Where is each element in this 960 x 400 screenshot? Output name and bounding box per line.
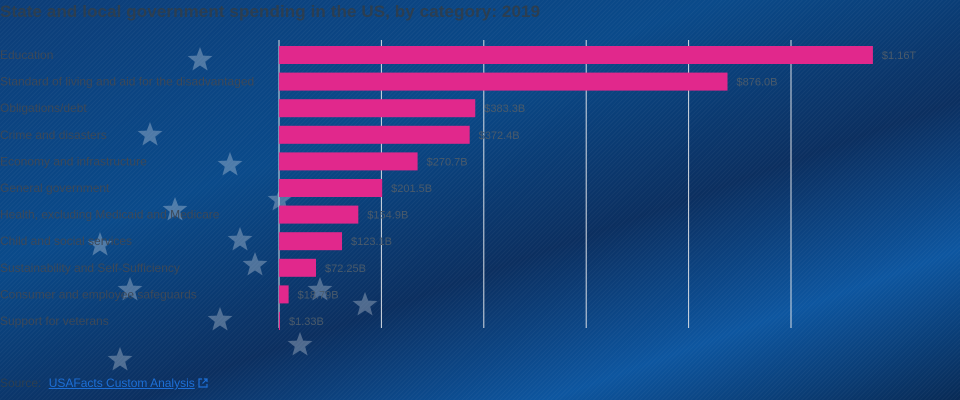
value-label: $72.25B: [325, 263, 366, 275]
source-label: Source:: [0, 376, 42, 390]
star-decoration: [227, 227, 253, 251]
category-label: Support for veterans: [0, 314, 109, 328]
bars: [279, 46, 873, 330]
star-decoration: [307, 277, 333, 301]
star-decoration: [287, 332, 313, 356]
value-label: $383.3B: [484, 103, 525, 115]
category-label: Economy and infrastructure: [0, 154, 147, 168]
source-link-text: USAFacts Custom Analysis: [48, 376, 195, 390]
bar[interactable]: [279, 312, 280, 330]
bar[interactable]: [279, 285, 289, 304]
value-labels: $1.16T $876.0B $383.3B $372.4B $270.7B $201.5…: [289, 50, 916, 328]
bar[interactable]: [279, 125, 470, 144]
value-label: $201.5B: [391, 183, 432, 195]
category-label: Child and social services: [0, 234, 132, 248]
category-label: Education: [0, 48, 53, 62]
value-label: $18.79B: [298, 289, 339, 301]
bar[interactable]: [279, 232, 343, 251]
star-decoration: [242, 252, 268, 276]
category-label: Obligations/debt: [0, 101, 87, 115]
star-decoration: [117, 277, 143, 301]
star-decoration: [137, 122, 163, 146]
category-labels: Education Standard of living and aid for …: [0, 48, 254, 328]
source-link[interactable]: USAFacts Custom Analysis: [49, 376, 208, 390]
chart-title: State and local government spending in t…: [0, 2, 541, 21]
bar[interactable]: [279, 258, 316, 277]
category-label: Crime and disasters: [0, 128, 107, 142]
bar[interactable]: [279, 179, 383, 197]
category-label: General government: [0, 181, 110, 195]
bar-chart: Education Standard of living and aid for …: [0, 40, 916, 330]
star-decoration: [352, 292, 378, 316]
bar[interactable]: [279, 99, 476, 118]
star-decoration: [267, 187, 293, 211]
star-decoration: [87, 232, 113, 256]
value-label: $154.9B: [367, 210, 408, 222]
value-label: $123.1B: [351, 236, 392, 248]
source-line: Source: USAFacts Custom Analysis: [0, 376, 208, 390]
value-label: $270.7B: [427, 156, 468, 168]
star-decoration: [207, 307, 233, 331]
value-label: $372.4B: [479, 130, 520, 142]
category-label: Consumer and employee safeguards: [0, 287, 197, 301]
bar[interactable]: [279, 46, 873, 64]
bar[interactable]: [279, 72, 728, 91]
category-label: Sustainability and Self-Sufficiency: [0, 261, 180, 275]
bar[interactable]: [279, 205, 359, 224]
value-label: $1.16T: [882, 50, 917, 62]
star-decoration: [187, 47, 213, 71]
value-label: $1.33B: [289, 316, 324, 328]
value-label: $876.0B: [737, 77, 778, 89]
star-decoration: [162, 197, 188, 221]
external-link-icon: [198, 378, 208, 388]
category-label: Standard of living and aid for the disad…: [0, 75, 254, 89]
category-label: Health, excluding Medicaid and Medicare: [0, 208, 220, 222]
bar[interactable]: [279, 152, 418, 171]
star-decoration: [217, 152, 243, 176]
star-decoration: [107, 347, 133, 371]
